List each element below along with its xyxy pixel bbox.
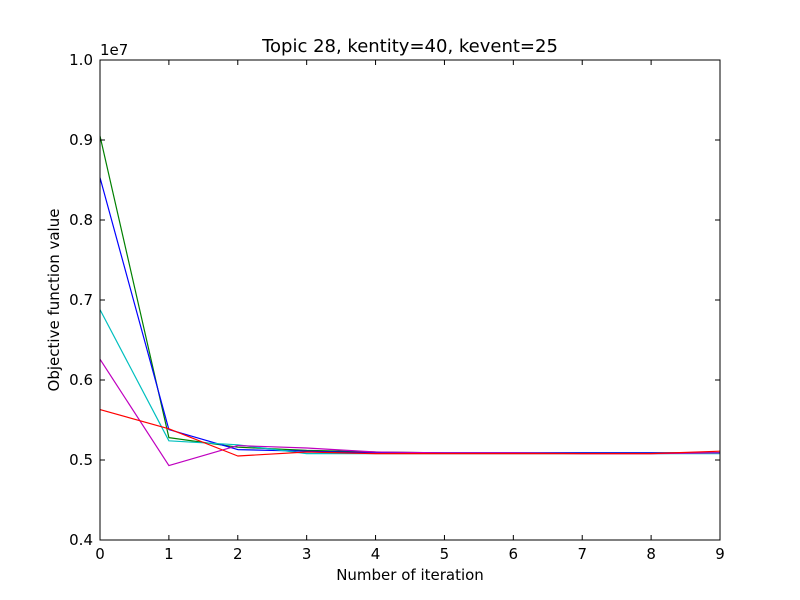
y-tick-label: 0.8 <box>69 211 93 229</box>
x-axis-title: Number of iteration <box>336 566 484 584</box>
tick-layer: 0 1 2 3 4 5 6 7 8 9 0.4 0.5 0.6 0.7 0.8 0.9 1.0 <box>69 51 725 563</box>
y-tick-label: 0.5 <box>69 451 93 469</box>
x-tick-label: 8 <box>646 545 656 563</box>
x-tick-label: 3 <box>302 545 312 563</box>
chart-title: Topic 28, kentity=40, kevent=25 <box>261 36 558 57</box>
y-tick-label: 0.9 <box>69 131 93 149</box>
y-axis-title: Objective function value <box>45 209 63 392</box>
x-tick-label: 5 <box>440 545 450 563</box>
y-tick-label: 0.7 <box>69 291 93 309</box>
x-tick-label: 2 <box>233 545 243 563</box>
x-tick-label: 6 <box>509 545 519 563</box>
x-tick-label: 0 <box>95 545 105 563</box>
y-tick-label: 0.4 <box>69 531 93 549</box>
x-tick-label: 4 <box>371 545 381 563</box>
x-tick-label: 1 <box>164 545 174 563</box>
y-tick-label: 1.0 <box>69 51 93 69</box>
series-line-5 <box>99 409 721 457</box>
series-layer <box>99 135 721 467</box>
x-tick-label: 7 <box>577 545 587 563</box>
y-axis-offset-label: 1e7 <box>100 41 128 59</box>
x-tick-label: 9 <box>715 545 725 563</box>
y-tick-label: 0.6 <box>69 371 93 389</box>
